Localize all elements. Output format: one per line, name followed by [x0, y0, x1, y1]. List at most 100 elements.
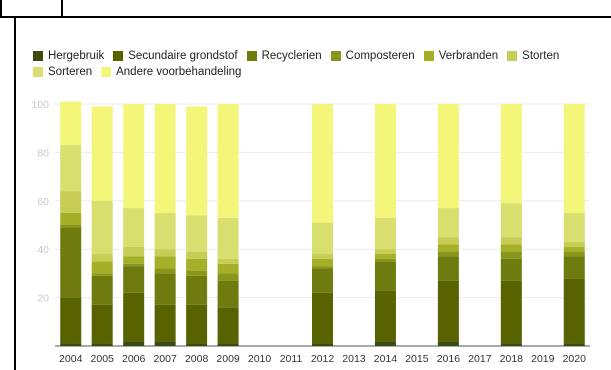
bar-segment — [217, 273, 239, 281]
bar-segment — [91, 275, 113, 305]
bar-segment — [123, 263, 145, 267]
legend-item[interactable]: Verbranden — [423, 50, 499, 62]
bar-segment — [217, 307, 239, 344]
bar-segment — [91, 304, 113, 344]
bar-segment — [91, 261, 113, 274]
bar-segment — [123, 208, 145, 247]
bar-segment — [154, 249, 176, 257]
bar-segment — [312, 266, 333, 269]
bar-segment — [217, 280, 239, 308]
bar-segment — [217, 263, 239, 274]
bar-segment — [500, 104, 522, 204]
legend-swatch — [246, 51, 257, 61]
bar-segment — [563, 104, 585, 213]
bar-segment — [186, 106, 208, 216]
legend-swatch — [113, 51, 124, 61]
legend-label: Hergebruik — [48, 50, 105, 62]
bar-segment — [500, 280, 522, 344]
bar-segment — [500, 237, 522, 245]
legend-swatch — [101, 67, 112, 77]
bar-segment — [154, 256, 176, 269]
bar-segment — [60, 343, 82, 346]
x-tick-label: 2008 — [185, 353, 209, 365]
bar-segment — [312, 258, 333, 267]
bar-segment — [437, 251, 459, 257]
x-tick-label: 2010 — [248, 353, 272, 365]
legend-item[interactable]: Andere voorbehandeling — [101, 66, 241, 78]
bar-segment — [60, 101, 82, 146]
bar-segment — [91, 254, 113, 262]
x-tick-label: 2015 — [405, 353, 429, 365]
legend-label: Andere voorbehandeling — [116, 66, 242, 78]
bar-segment — [563, 343, 585, 346]
x-tick-label: 2014 — [374, 353, 398, 365]
bar-segment — [437, 237, 459, 245]
legend-label: Secundaire grondstof — [128, 50, 238, 62]
bar-segment — [437, 208, 459, 238]
legend-swatch — [507, 51, 518, 61]
y-tick-label: 80 — [37, 147, 49, 159]
legend-item[interactable]: Recyclerien — [246, 50, 322, 62]
bar-segment — [563, 212, 585, 242]
y-tick-label: 60 — [37, 196, 49, 208]
bar-segment — [217, 104, 239, 218]
legend-label: Verbranden — [438, 50, 499, 62]
bar-segment — [60, 227, 82, 298]
bar-segment — [563, 241, 585, 247]
x-tick-label: 2020 — [563, 353, 587, 365]
bar-segment — [123, 341, 145, 346]
window-frame-top — [0, 0, 611, 18]
legend-item[interactable]: Composteren — [330, 50, 415, 62]
y-tick-label: 20 — [37, 293, 49, 305]
legend-label: Recyclerien — [261, 50, 322, 62]
bar-segment — [374, 341, 396, 346]
legend-item[interactable]: Hergebruik — [33, 50, 104, 62]
bar-segment — [437, 280, 459, 342]
bar-segment — [374, 254, 396, 259]
legend-label: Storten — [522, 50, 560, 62]
legend-item[interactable]: Storten — [507, 50, 559, 62]
x-tick-label: 2009 — [216, 353, 240, 365]
legend-label: Sorteren — [48, 66, 93, 78]
bar-segment — [154, 304, 176, 342]
x-tick-label: 2011 — [280, 353, 303, 365]
bar-segment — [500, 258, 522, 281]
bar-segment — [186, 251, 208, 259]
y-tick-label: 100 — [31, 99, 49, 111]
y-tick-label: 40 — [37, 244, 49, 256]
bar-segment — [374, 249, 396, 255]
bar-segment — [91, 273, 113, 276]
bar-segment — [312, 254, 333, 259]
bar-segment — [154, 104, 176, 213]
x-tick-label: 2006 — [122, 353, 146, 365]
bar-segment — [563, 278, 585, 344]
bar-segment — [437, 341, 459, 346]
bar-segment — [563, 251, 585, 257]
bar-segment — [437, 256, 459, 281]
bar-segment — [312, 104, 333, 223]
bar-segment — [186, 343, 208, 346]
bar-segment — [123, 292, 145, 342]
legend-item[interactable]: Secundaire grondstof — [113, 50, 238, 62]
bar-segment — [186, 304, 208, 344]
legend-swatch — [423, 51, 434, 61]
bar-segment — [563, 256, 585, 279]
bar-segment — [123, 246, 145, 257]
bar-segment — [154, 212, 176, 250]
panel-left-border — [14, 18, 16, 370]
frame-left-edge — [0, 0, 2, 18]
bar-segment — [186, 258, 208, 271]
legend-label: Composteren — [345, 50, 415, 62]
bar-segment — [500, 343, 522, 346]
x-tick-label: 2012 — [311, 353, 335, 365]
bar-segment — [374, 290, 396, 342]
bar-segment — [154, 268, 176, 274]
bar-segment — [123, 256, 145, 264]
legend-swatch — [330, 51, 341, 61]
bar-segment — [91, 106, 113, 201]
x-tick-label: 2017 — [468, 353, 492, 365]
x-tick-label: 2018 — [500, 353, 524, 365]
legend-item[interactable]: Sorteren — [33, 66, 92, 78]
bar-segment — [91, 200, 113, 255]
